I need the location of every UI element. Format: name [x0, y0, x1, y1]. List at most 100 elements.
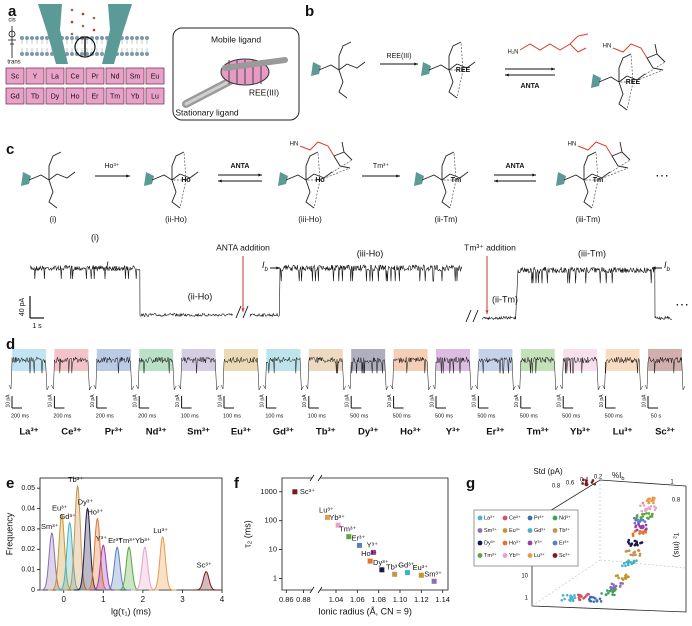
- cluster-point: [629, 553, 633, 557]
- legend-label: Ho³⁺: [509, 539, 521, 546]
- axis-label: %Ib: [612, 471, 624, 482]
- cluster-point: [613, 593, 616, 597]
- ion-dot: [70, 8, 74, 12]
- state-label: (iii-Ho): [298, 215, 322, 224]
- data-point: [356, 542, 362, 548]
- scale-label: 500 ms: [350, 413, 368, 419]
- ion-label: Tm³⁺: [527, 427, 549, 438]
- legend-label: Dy³⁺: [484, 539, 496, 546]
- lipid-head: [80, 52, 84, 56]
- event-trace: [8, 356, 50, 391]
- cluster-point: [561, 594, 565, 597]
- lipid-head: [35, 36, 39, 40]
- data-point: [367, 558, 373, 564]
- label-base: I: [106, 260, 109, 270]
- data-point: [431, 578, 437, 584]
- legend-swatch: [477, 553, 483, 558]
- event-trace: [93, 356, 135, 391]
- equilibrium-arrow-head: [218, 179, 222, 183]
- y-tick-label: 0: [31, 587, 35, 594]
- element-cell: [65, 67, 85, 85]
- x-tick-label: 3: [180, 595, 185, 604]
- tick-label: 0.8: [552, 484, 561, 490]
- amine-label: H₂N: [508, 50, 519, 56]
- amine-label: HN: [568, 142, 577, 148]
- axis-break: [309, 586, 315, 594]
- level-arrow-head: [652, 266, 656, 270]
- surface-anchor: [311, 62, 321, 76]
- cluster-point: [629, 544, 633, 547]
- cluster-point: [590, 595, 593, 599]
- cluster-point: [624, 577, 628, 580]
- cluster-point: [568, 598, 571, 602]
- event-trace: [559, 356, 601, 391]
- anta-chain: [299, 141, 335, 157]
- cluster-point: [606, 591, 610, 595]
- lipid-head: [30, 52, 34, 56]
- frequency-peak: [103, 546, 131, 591]
- ion-label: Pr³⁺: [105, 427, 123, 438]
- point-label: Ho³⁺: [361, 549, 377, 558]
- peak-label: Y³⁺: [96, 534, 108, 543]
- cluster-point: [639, 516, 643, 519]
- metal-ion: Ho: [315, 177, 324, 184]
- element-symbol: Nd: [111, 73, 120, 80]
- amine-label: HN: [290, 142, 299, 148]
- metal-ion: Tm: [451, 177, 462, 184]
- current-level-label: Ib: [262, 260, 269, 272]
- label-base: %I: [612, 471, 621, 480]
- event-trace: [475, 357, 516, 391]
- cluster-point: [619, 581, 622, 585]
- cluster-point: [647, 501, 651, 504]
- coordination-bond: [319, 167, 351, 181]
- scale-label: 10 pA: [387, 394, 393, 408]
- data-point: [346, 534, 352, 540]
- legend-label: Pr³⁺: [534, 514, 544, 521]
- lipid-head: [45, 36, 49, 40]
- cluster-point: [636, 518, 639, 522]
- lipid-head: [70, 36, 74, 40]
- cluster-point: [635, 541, 639, 545]
- cluster-point: [642, 504, 646, 507]
- peak-label: Sm³⁺: [41, 522, 59, 531]
- reagent-label: Ho³⁺: [105, 163, 120, 170]
- scale-label: 10 pA: [641, 394, 647, 408]
- legend-label: Ce³⁺: [509, 514, 521, 521]
- element-symbol: La: [51, 73, 59, 80]
- axis-break: [465, 309, 472, 323]
- ellipsis: ···: [655, 167, 669, 183]
- cluster-point: [638, 554, 642, 557]
- scale-label: 10 pA: [260, 394, 266, 408]
- element-symbol: Ho: [71, 93, 80, 100]
- element-symbol: Dy: [51, 93, 60, 100]
- cluster-point: [565, 593, 569, 597]
- cluster-point: [652, 501, 655, 505]
- peak-label: Tm³⁺: [118, 536, 135, 545]
- axis-break: [235, 305, 242, 319]
- cluster-point: [631, 532, 635, 536]
- coordination-bond: [449, 179, 457, 209]
- metal-ion: REE: [456, 67, 471, 74]
- trace-state-label: (ii-Ho): [188, 291, 213, 301]
- element-cell: [5, 67, 25, 85]
- ion-dot: [92, 16, 96, 20]
- x-tick-label: 1.14: [435, 595, 450, 604]
- cluster-point: [641, 501, 645, 505]
- scale-label: 10 pA: [133, 394, 139, 408]
- arrow-head: [414, 62, 418, 66]
- axis-label: τ₂ (ms): [672, 533, 681, 558]
- panel-label: d: [6, 336, 15, 353]
- peak-label: Tb³⁺: [68, 475, 83, 484]
- lipid-head: [30, 36, 34, 40]
- element-cell: [85, 87, 105, 105]
- tick-label: 1: [525, 596, 529, 602]
- cluster-point: [624, 573, 628, 577]
- cluster-point: [626, 562, 630, 565]
- point-label: Sm³⁺: [424, 569, 442, 578]
- coordination-bond: [632, 61, 666, 83]
- event-trace: [517, 356, 559, 391]
- event-trace: [263, 356, 304, 391]
- coordination-bond: [597, 167, 629, 181]
- legend-swatch: [552, 528, 558, 533]
